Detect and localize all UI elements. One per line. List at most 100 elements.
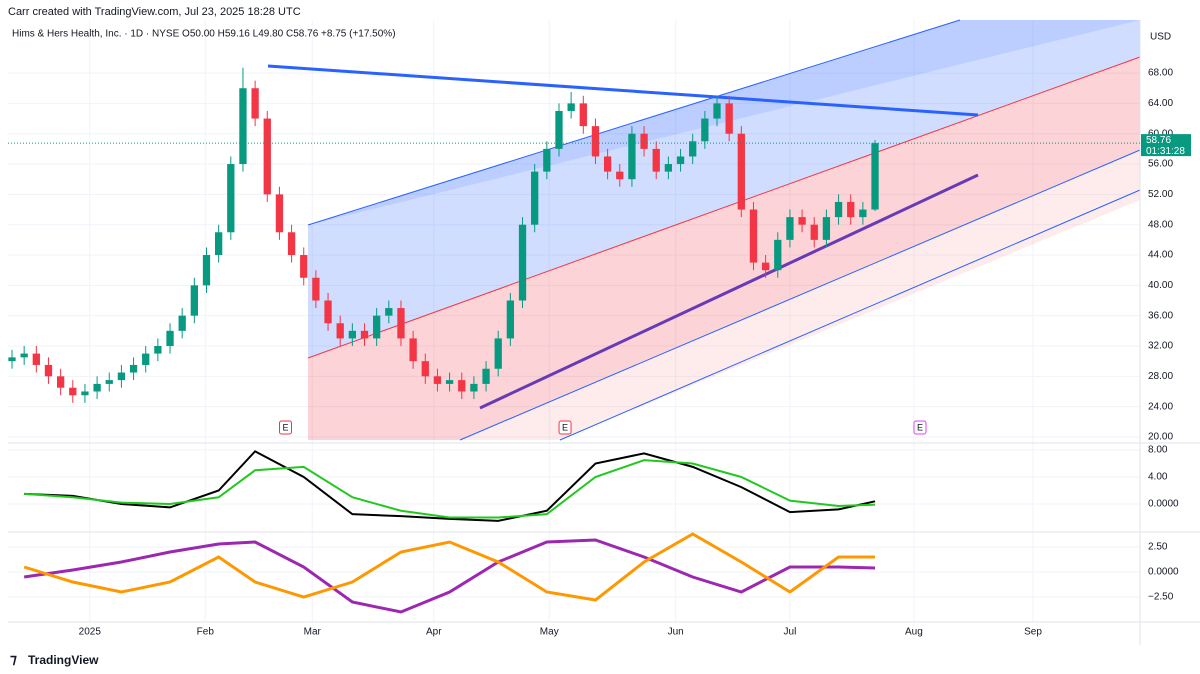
candle-body: [664, 164, 673, 172]
x-tick-label: 2025: [79, 627, 102, 638]
y-tick-label: 48.00: [1148, 219, 1173, 230]
y-tick-label: 32.00: [1148, 341, 1173, 352]
indicator-line: [24, 459, 876, 519]
candle-body: [373, 315, 381, 339]
x-tick-label: Apr: [426, 627, 442, 638]
logo-mark: ⁊: [10, 651, 17, 667]
header: Carr created with TradingView.com, Jul 2…: [8, 6, 301, 18]
candle-body: [421, 361, 429, 377]
footer-logo: ⁊ TradingView: [10, 651, 99, 667]
candle-body: [324, 300, 332, 324]
y-tick-label: 60.00: [1148, 128, 1173, 139]
candle-body: [871, 143, 879, 210]
candle-body: [251, 88, 259, 119]
y-tick-label: −2.50: [1148, 592, 1174, 603]
channel-line: [559, 189, 1141, 441]
trendline: [267, 64, 979, 117]
candle-body: [616, 171, 624, 180]
earnings-label: E: [917, 422, 923, 432]
countdown: 01:31:28: [1146, 146, 1185, 157]
candle-body: [409, 338, 417, 362]
x-tick-label: Mar: [304, 627, 322, 638]
candle-body: [737, 133, 745, 210]
candle-body: [239, 88, 247, 165]
candle-body: [603, 156, 612, 172]
candle-body: [154, 345, 162, 354]
candle-body: [142, 353, 150, 365]
earnings-label: E: [562, 422, 568, 432]
earnings-marker: [278, 420, 292, 435]
y-tick-label: 52.00: [1148, 189, 1173, 200]
candle-body: [640, 133, 648, 149]
candle-body: [652, 148, 660, 172]
candle-body: [701, 118, 709, 142]
y-tick-label: 4.00: [1148, 472, 1168, 483]
candle-body: [713, 103, 721, 119]
candle-body: [105, 380, 113, 384]
candle-body: [56, 376, 65, 388]
y-tick-label: 8.00: [1148, 445, 1168, 456]
candle-body: [20, 353, 28, 358]
candle-body: [506, 300, 515, 339]
candle-body: [312, 277, 320, 301]
candle-body: [676, 156, 685, 165]
x-tick-label: May: [540, 627, 559, 638]
y-tick-label: 56.00: [1148, 159, 1173, 170]
candle-body: [117, 372, 126, 381]
candle-body: [166, 330, 174, 346]
y-tick-label: 36.00: [1148, 310, 1173, 321]
candle-body: [263, 118, 271, 195]
candle-body: [44, 364, 53, 377]
candle-body: [397, 308, 405, 339]
candle-body: [433, 376, 442, 384]
y-tick-label: 20.00: [1148, 432, 1173, 443]
candle-body: [725, 103, 733, 134]
candle-body: [555, 110, 563, 149]
indicator-line: [23, 538, 876, 614]
y-tick-label: 0.0000: [1148, 499, 1179, 510]
candle-body: [628, 133, 636, 180]
candle-body: [275, 194, 284, 233]
candle-body: [215, 232, 223, 256]
candle-body: [482, 368, 490, 384]
candle-body: [749, 209, 758, 263]
candle-body: [458, 380, 466, 392]
candle-body: [689, 141, 697, 157]
last-price-label: 58.76: [1146, 135, 1171, 146]
y-tick-label: 0.0000: [1148, 567, 1179, 578]
y-tick-label: 64.00: [1148, 98, 1173, 109]
y-tick-label: 28.00: [1148, 371, 1173, 382]
candle-body: [385, 308, 393, 316]
footer: TradingView: [28, 653, 99, 667]
candle-body: [798, 217, 806, 225]
candle-body: [591, 126, 600, 157]
x-tick-label: Aug: [905, 627, 923, 638]
candle-body: [567, 103, 575, 111]
y-tick-label: 44.00: [1148, 250, 1173, 261]
candle-body: [445, 380, 454, 384]
candle-body: [543, 148, 551, 172]
indicator-line: [24, 450, 876, 522]
candle-body: [81, 391, 89, 396]
candle-body: [822, 217, 831, 240]
candle-body: [287, 232, 296, 256]
legend: Hims & Hers Health, Inc. · 1D · NYSE O50…: [12, 29, 396, 40]
candle-body: [774, 239, 782, 271]
currency: USD: [1150, 32, 1171, 43]
indicator-line: [23, 532, 876, 602]
candle-body: [348, 330, 356, 339]
candle-body: [32, 353, 40, 365]
candle-body: [761, 262, 770, 271]
channel-upper: [308, 20, 1140, 358]
candle-body: [494, 338, 502, 369]
candle-body: [202, 255, 211, 286]
last-price-box: [1141, 134, 1191, 157]
x-tick-label: Feb: [197, 627, 215, 638]
candle-body: [227, 164, 235, 233]
candle-body: [518, 224, 527, 301]
channel-top: [308, 20, 1140, 225]
candle-body: [531, 171, 539, 225]
y-tick-label: 40.00: [1148, 280, 1173, 291]
